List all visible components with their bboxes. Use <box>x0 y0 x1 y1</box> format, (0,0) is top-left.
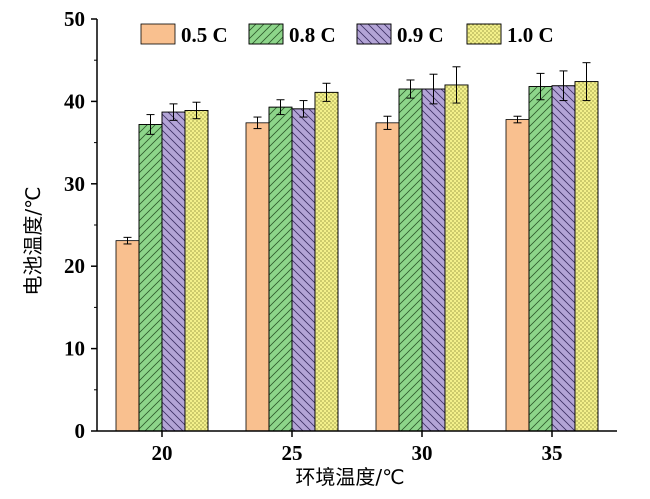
bar-fill <box>505 119 530 432</box>
error-bar <box>123 236 132 245</box>
axes: 20 25 30 35 0 10 20 30 40 50 <box>64 7 617 465</box>
legend-swatch-pattern <box>466 23 502 45</box>
bar-pattern <box>444 84 469 432</box>
y-tick-label-20: 20 <box>64 254 85 278</box>
bar-20-1p0C <box>184 101 209 432</box>
legend-swatch <box>140 23 176 45</box>
y-tick-label-50: 50 <box>64 7 85 31</box>
bar-25-1p0C <box>314 82 339 432</box>
error-bar <box>429 73 438 105</box>
bar-pattern <box>291 108 316 432</box>
error-bar <box>582 62 591 102</box>
bar-30-1p0C <box>444 66 469 432</box>
bar-20-0p8C <box>138 114 163 432</box>
error-bar <box>299 100 308 118</box>
legend-label: 0.8 C <box>289 23 336 47</box>
bar-pattern <box>551 85 576 432</box>
legend-item-0p9C: 0.9 C <box>356 23 444 47</box>
x-tick-label-20: 20 <box>152 441 173 465</box>
bar-fill <box>245 122 270 432</box>
y-tick-label-0: 0 <box>75 419 86 443</box>
legend-label: 1.0 C <box>507 23 554 47</box>
bar-30-0p8C <box>398 79 423 432</box>
bar-35-0p8C <box>528 72 553 432</box>
error-bar <box>146 114 155 135</box>
legend-swatch-pattern <box>356 23 392 45</box>
bar-35-0p5C <box>505 115 530 432</box>
legend-item-1p0C: 1.0 C <box>466 23 554 47</box>
error-bar <box>536 72 545 101</box>
bar-pattern <box>184 110 209 432</box>
y-tick-label-40: 40 <box>64 89 85 113</box>
bar-pattern <box>268 106 293 432</box>
legend: 0.5 C 0.8 C 0.9 C 1.0 C <box>140 23 554 47</box>
bar-35-0p9C <box>551 70 576 432</box>
error-bar <box>253 116 262 130</box>
plot-area <box>115 62 599 432</box>
legend-label: 0.9 C <box>397 23 444 47</box>
error-bar <box>322 82 331 102</box>
y-tick-label-30: 30 <box>64 172 85 196</box>
bar-20-0p5C <box>115 236 140 432</box>
bar-pattern <box>138 124 163 432</box>
legend-swatch-pattern <box>248 23 284 45</box>
y-axis-title: 电池温度/℃ <box>21 186 45 295</box>
error-bar <box>276 99 285 116</box>
bar-25-0p8C <box>268 99 293 432</box>
x-axis-title: 环境温度/℃ <box>295 465 404 489</box>
error-bar <box>192 101 201 120</box>
bar-pattern <box>574 81 599 432</box>
y-tick-label-10: 10 <box>64 337 85 361</box>
x-tick-label-30: 30 <box>412 441 433 465</box>
error-bar <box>383 115 392 130</box>
error-bar <box>452 66 461 104</box>
legend-item-0p5C: 0.5 C <box>140 23 228 47</box>
error-bar <box>513 115 522 124</box>
bar-35-1p0C <box>574 62 599 432</box>
bar-pattern <box>314 91 339 432</box>
x-tick-label-35: 35 <box>542 441 563 465</box>
bar-25-0p9C <box>291 100 316 432</box>
bar-pattern <box>421 88 446 432</box>
error-bar <box>169 103 178 121</box>
legend-item-0p8C: 0.8 C <box>248 23 336 47</box>
error-bar <box>406 79 415 99</box>
legend-label: 0.5 C <box>181 23 228 47</box>
bar-20-0p9C <box>161 103 186 432</box>
bar-pattern <box>398 88 423 432</box>
bar-fill <box>115 240 140 432</box>
x-tick-label-25: 25 <box>282 441 303 465</box>
bar-pattern <box>161 111 186 432</box>
bar-fill <box>375 122 400 432</box>
error-bar <box>559 70 568 102</box>
bar-30-0p9C <box>421 73 446 432</box>
bar-pattern <box>528 86 553 432</box>
bar-30-0p5C <box>375 115 400 432</box>
bar-25-0p5C <box>245 116 270 432</box>
